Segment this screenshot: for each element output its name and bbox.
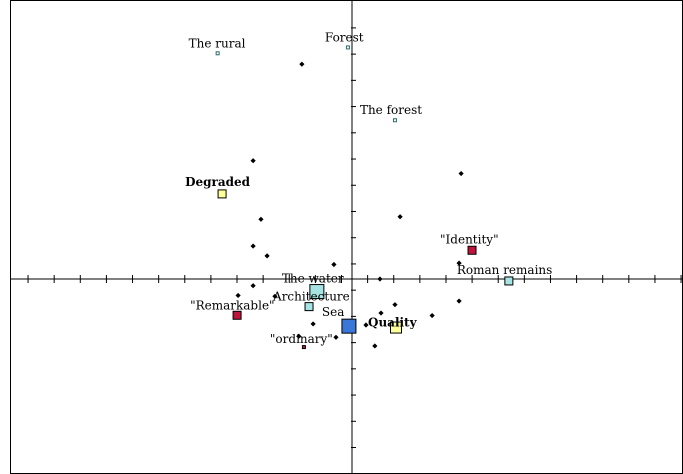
point-label: The forest [360,103,422,117]
axis-ticks [27,27,682,449]
point-label: "Remarkable" [190,298,275,312]
data-point [397,214,403,220]
data-point [310,321,316,327]
data-point [264,253,270,259]
point-marker [217,189,227,199]
point-label: Degraded [185,175,251,189]
data-point [458,170,464,177]
data-point [250,158,256,164]
point-label: Roman remains [457,263,552,277]
data-point [456,298,462,304]
data-point [235,292,241,299]
data-point [378,310,384,316]
labeled-points: The rural Forest The forest Degraded "Identi… [185,30,552,350]
point-marker [341,318,357,334]
point-marker [304,302,314,312]
point-marker [504,276,514,286]
point-marker [467,245,477,255]
data-point [333,334,339,340]
point-label: Forest [325,30,364,44]
point-marker [389,321,402,334]
data-point [372,343,378,349]
data-point [392,302,398,308]
data-point [250,243,256,249]
point-marker [301,345,306,350]
data-point [258,216,264,222]
data-point [377,276,383,282]
point-marker [392,118,397,123]
point-marker [345,45,350,50]
plot-frame [10,0,683,474]
point-marker [309,284,325,300]
point-label: "ordinary" [270,332,333,346]
point-marker [215,51,220,56]
data-point [250,283,256,289]
data-point [456,260,462,266]
unlabeled-points [235,61,464,349]
data-point [363,322,369,328]
point-label: Architecture [272,290,350,304]
data-point [331,261,337,268]
point-label: Sea [322,305,344,319]
data-point [299,61,305,67]
point-label: Quality [368,316,418,330]
point-label: The water [282,272,344,286]
data-point [296,333,302,339]
data-point [272,293,278,299]
point-label: "Identity" [440,232,499,246]
point-label: The rural [189,36,246,50]
point-marker [232,310,242,320]
data-point [429,312,435,319]
